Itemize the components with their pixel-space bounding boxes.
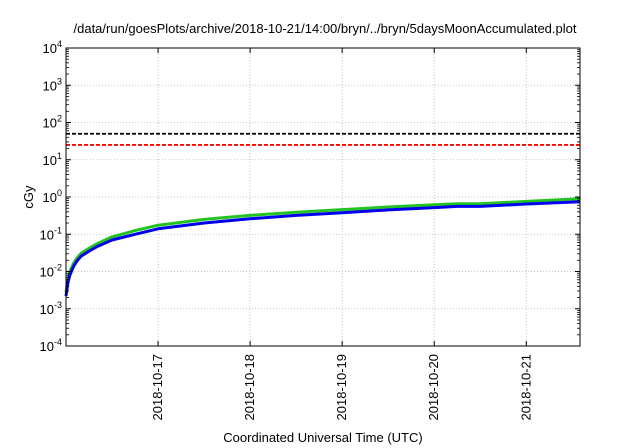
y-tick-label: 104 <box>43 39 62 56</box>
x-tick-label: 2018-10-17 <box>150 354 165 421</box>
y-tick-label: 101 <box>43 151 62 168</box>
x-tick-label: 2018-10-20 <box>426 354 441 421</box>
grid-lines <box>66 48 580 346</box>
y-axis: 10-4 10-3 10-2 10-1 100 101 102 103 104 <box>40 39 580 354</box>
series-line <box>64 197 581 293</box>
y-tick-label: 100 <box>43 188 62 205</box>
y-axis-label: cGy <box>21 185 36 209</box>
y-tick-label: 10-1 <box>40 225 62 242</box>
x-tick-label: 2018-10-19 <box>334 354 349 421</box>
series-lines <box>64 197 581 297</box>
x-tick-label: 2018-10-18 <box>242 354 257 421</box>
y-tick-label: 10-3 <box>40 300 62 317</box>
x-axis: 2018-10-17 2018-10-18 2018-10-19 2018-10-20… <box>150 48 533 421</box>
chart-title: /data/run/goesPlots/archive/2018-10-21/1… <box>74 21 577 36</box>
series-line <box>64 200 581 297</box>
x-tick-label: 2018-10-21 <box>518 354 533 421</box>
y-tick-label: 10-2 <box>40 263 62 280</box>
y-tick-label: 103 <box>43 76 62 93</box>
y-tick-label: 102 <box>43 114 62 131</box>
y-tick-label: 10-4 <box>40 337 62 354</box>
plot-frame <box>65 47 581 347</box>
x-axis-label: Coordinated Universal Time (UTC) <box>223 430 422 445</box>
reference-lines <box>66 132 580 146</box>
